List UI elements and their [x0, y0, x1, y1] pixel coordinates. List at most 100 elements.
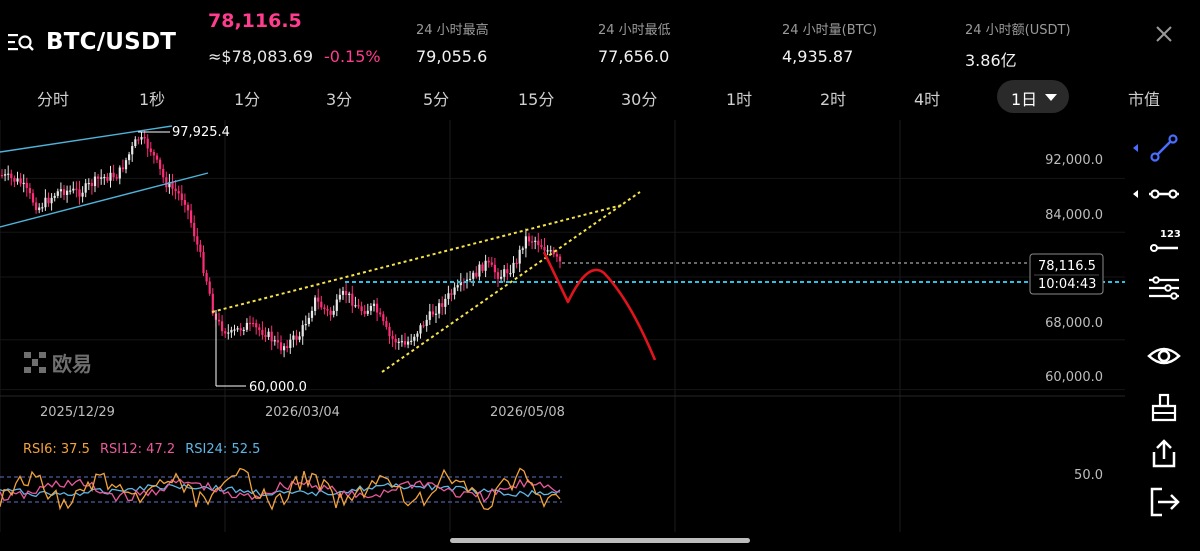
rsi-panel — [0, 467, 562, 511]
candle-body — [106, 176, 109, 181]
high-annotation-label: 97,925.4 — [172, 125, 230, 140]
candle-body — [69, 190, 72, 192]
indicator-settings-icon[interactable] — [1146, 272, 1182, 304]
candle-body — [174, 188, 177, 192]
tab-market-cap[interactable]: 市值 — [1128, 90, 1161, 109]
candle-body — [128, 154, 131, 161]
candle-body — [171, 182, 174, 189]
candle-body — [100, 177, 103, 179]
chevron-down-icon — [1045, 94, 1057, 101]
candle-body — [159, 159, 162, 169]
tab-15m[interactable]: 15分 — [518, 90, 555, 109]
share-icon[interactable] — [1146, 438, 1182, 470]
tab-4h[interactable]: 4时 — [914, 90, 941, 109]
candle-body — [496, 272, 500, 279]
trading-pair-title[interactable]: BTC/USDT — [46, 29, 177, 55]
candle-body — [140, 137, 143, 140]
candle-body — [208, 281, 211, 294]
candle-body — [97, 176, 100, 179]
tab-2h[interactable]: 2时 — [820, 90, 847, 109]
okx-watermark: 欧易 — [24, 348, 92, 377]
candle-body — [224, 331, 227, 334]
stat-value: 79,055.6 — [416, 47, 488, 66]
candle-body — [509, 273, 512, 275]
tab-1m[interactable]: 1分 — [234, 90, 261, 109]
candle-body — [109, 172, 112, 181]
channel-lower-line — [0, 172, 209, 228]
candle-body — [472, 272, 475, 279]
candle-body — [310, 310, 314, 318]
timeframe-tabs: 分时 1秒 1分 3分 5分 15分 30分 1时 2时 4时 市值 — [0, 80, 1200, 116]
candle-body — [112, 172, 115, 178]
candle-body — [59, 189, 62, 192]
candle-body — [162, 168, 165, 178]
candle-body — [190, 210, 193, 223]
candle-body — [425, 319, 428, 326]
candle-body — [155, 155, 159, 160]
candle-body — [298, 336, 301, 340]
rsi12-label: RSI12: 47.2 — [100, 442, 176, 457]
candle-body — [183, 199, 186, 205]
tab-1d-active[interactable]: 1日 — [997, 80, 1069, 113]
exit-icon[interactable] — [1146, 486, 1182, 518]
candle-body — [422, 325, 425, 327]
okx-logo-icon — [24, 351, 46, 374]
candle-body — [487, 260, 490, 263]
stat-label: 24 小时量(BTC) — [782, 23, 877, 38]
candle-body — [323, 307, 326, 310]
tab-1s[interactable]: 1秒 — [139, 90, 166, 109]
candle-body — [475, 272, 478, 277]
market-header: BTC/USDT 78,116.5 ≈$78,083.69 -0.15% 24 … — [0, 0, 1200, 75]
candle-body — [531, 241, 534, 243]
candle-body — [481, 264, 484, 271]
stat-24h-turnover: 24 小时额(USDT) 3.86亿 — [965, 19, 1071, 71]
candle-body — [397, 341, 400, 343]
rsi24-line — [0, 482, 561, 498]
candle-body — [255, 323, 258, 328]
candle-body — [413, 336, 416, 341]
tab-3m[interactable]: 3分 — [326, 90, 353, 109]
candle-body — [307, 317, 310, 325]
numbered-tool-icon[interactable]: 123 — [1146, 226, 1182, 258]
tab-5m[interactable]: 5分 — [423, 90, 450, 109]
tab-timeline[interactable]: 分时 — [37, 90, 70, 109]
horizontal-line-icon[interactable] — [1146, 178, 1182, 210]
candle-body — [75, 188, 78, 190]
stat-value: 3.86亿 — [965, 51, 1017, 70]
trend-line-icon[interactable] — [1146, 132, 1182, 164]
candle-body — [7, 173, 10, 175]
stat-24h-high: 24 小时最高 79,055.6 — [416, 19, 489, 66]
candle-body — [341, 290, 345, 295]
candle-body — [4, 174, 7, 176]
candle-body — [199, 244, 202, 253]
candle-body — [301, 325, 304, 337]
pair-list-search-icon[interactable] — [7, 31, 35, 53]
candle-body — [360, 306, 363, 312]
candle-body — [149, 148, 152, 152]
close-icon[interactable] — [1152, 22, 1176, 46]
wedge-lower-line — [381, 191, 641, 373]
rsi6-line — [0, 467, 561, 511]
candle-body — [558, 256, 562, 262]
rsi24-label: RSI24: 52.5 — [185, 442, 261, 457]
chart-grid — [0, 120, 1125, 532]
candle-body — [428, 311, 431, 320]
rsi-level-label: 50.0 — [1074, 468, 1103, 483]
candle-body — [524, 236, 527, 249]
candle-body — [180, 193, 183, 200]
y-axis-label: 92,000.0 — [1045, 153, 1103, 168]
candle-body — [506, 269, 509, 274]
x-axis-date-label: 2025/12/29 — [40, 405, 115, 420]
candle-body — [10, 173, 13, 179]
price-chart[interactable]: 92,000.0 84,000.0 68,000.0 60,000.0 2025/12/… — [0, 120, 1130, 532]
y-axis-label: 84,000.0 — [1045, 208, 1103, 223]
clear-brush-icon[interactable] — [1146, 392, 1182, 424]
candle-body — [62, 189, 66, 195]
tab-1h[interactable]: 1时 — [726, 90, 753, 109]
candle-body — [518, 249, 521, 264]
candle-body — [56, 191, 59, 196]
candle-body — [239, 328, 242, 331]
eye-icon[interactable] — [1146, 340, 1182, 372]
candle-body — [78, 189, 81, 197]
tab-30m[interactable]: 30分 — [621, 90, 658, 109]
